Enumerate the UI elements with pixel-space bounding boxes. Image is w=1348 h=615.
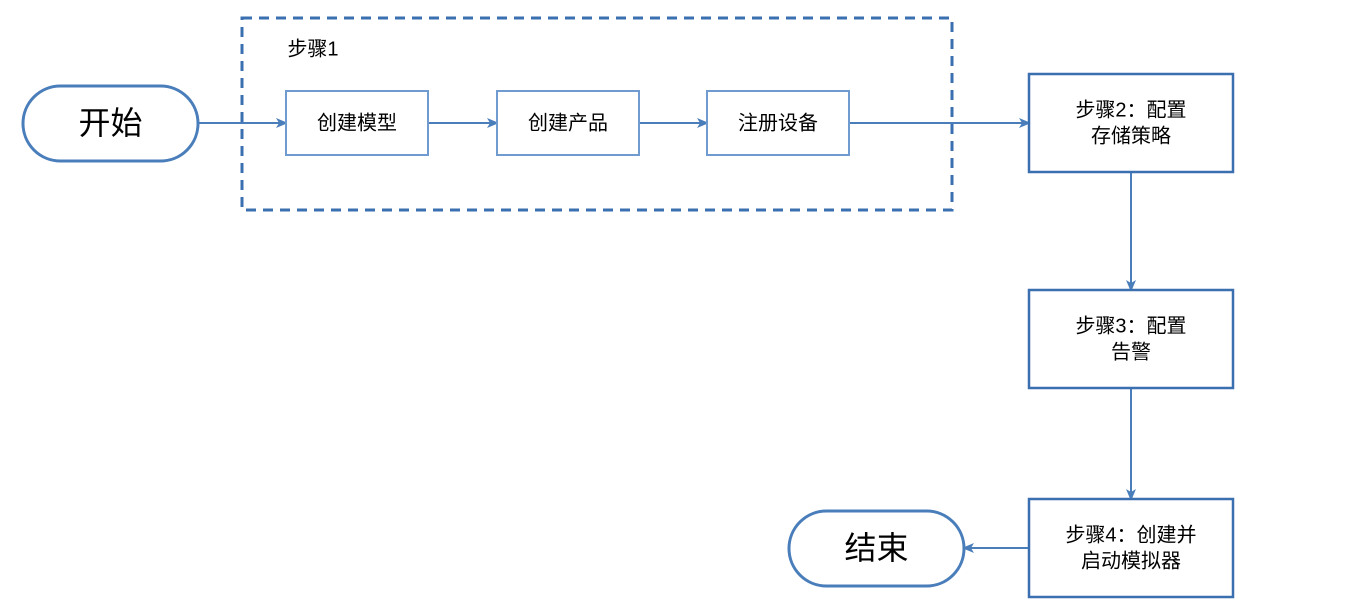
label-end: 结束 bbox=[844, 530, 908, 566]
label-create_product: 创建产品 bbox=[528, 111, 608, 134]
label-step1-group: 步骤1 bbox=[287, 38, 338, 61]
label1-step4: 步骤4：创建并 bbox=[1065, 523, 1196, 546]
label2-step4: 启动模拟器 bbox=[1081, 549, 1181, 572]
node-register_device: 注册设备 bbox=[707, 91, 849, 155]
label1-step2: 步骤2：配置 bbox=[1075, 98, 1186, 121]
label1-step3: 步骤3：配置 bbox=[1075, 314, 1186, 337]
node-create_product: 创建产品 bbox=[497, 91, 639, 155]
flowchart-canvas: 开始步骤1创建模型创建产品注册设备步骤2：配置存储策略步骤3：配置告警步骤4：创… bbox=[0, 0, 1348, 615]
label2-step3: 告警 bbox=[1111, 340, 1151, 363]
node-start: 开始 bbox=[23, 86, 198, 161]
label-start: 开始 bbox=[78, 105, 142, 141]
node-step4: 步骤4：创建并启动模拟器 bbox=[1029, 499, 1233, 597]
node-create_model: 创建模型 bbox=[286, 91, 428, 155]
node-step3: 步骤3：配置告警 bbox=[1029, 290, 1233, 388]
label2-step2: 存储策略 bbox=[1091, 124, 1171, 147]
node-step2: 步骤2：配置存储策略 bbox=[1029, 74, 1233, 172]
node-end: 结束 bbox=[789, 511, 964, 586]
label-register_device: 注册设备 bbox=[738, 111, 818, 134]
label-create_model: 创建模型 bbox=[317, 111, 397, 134]
